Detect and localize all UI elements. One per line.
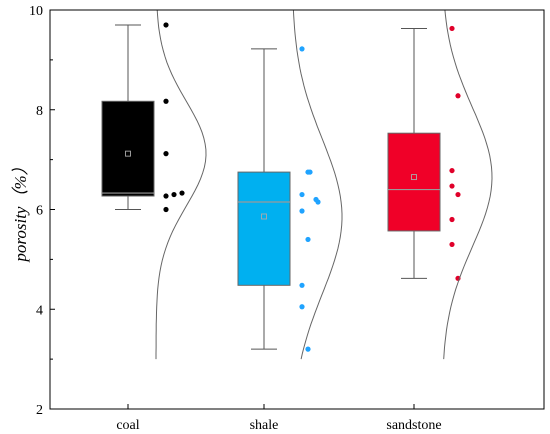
data-point-sandstone	[455, 93, 461, 99]
data-point-shale	[299, 304, 305, 310]
x-tick-label-shale: shale	[250, 418, 279, 433]
data-point-sandstone	[449, 241, 455, 248]
mean-marker-coal	[125, 150, 131, 157]
data-point-sandstone	[449, 167, 455, 174]
data-point-shale	[299, 208, 305, 214]
y-axis-title: porosity（%）	[11, 158, 30, 262]
y-tick-label: 10	[29, 4, 43, 19]
data-point-sandstone	[449, 216, 455, 223]
data-point-coal	[163, 151, 169, 157]
data-point-shale	[299, 46, 305, 52]
data-point-shale	[315, 199, 321, 205]
mean-marker-sandstone	[411, 174, 417, 181]
data-point-shale	[305, 346, 311, 352]
mean-marker-shale	[261, 213, 267, 220]
data-point-coal	[171, 191, 177, 198]
box-sandstone	[387, 132, 441, 232]
y-tick-label: 2	[36, 403, 43, 418]
data-point-sandstone	[455, 191, 461, 198]
y-axis: 2 4 6 8 10	[29, 4, 55, 418]
x-tick-label-sandstone: sandstone	[386, 418, 441, 433]
distribution-curve-shale	[292, 9, 343, 360]
plot-area	[101, 9, 493, 360]
data-point-shale	[307, 169, 313, 175]
y-tick-label: 8	[36, 104, 43, 119]
data-point-shale	[299, 282, 305, 288]
x-tick-label-coal: coal	[116, 418, 139, 433]
data-point-coal	[179, 190, 185, 196]
y-tick-label: 6	[36, 204, 43, 219]
distribution-curve-coal	[155, 9, 207, 360]
box-coal	[101, 100, 155, 197]
box-shale	[237, 171, 291, 286]
data-point-coal	[163, 206, 169, 213]
data-point-coal	[163, 193, 169, 199]
data-point-coal	[163, 22, 169, 28]
data-point-coal	[163, 98, 169, 104]
data-point-shale	[305, 236, 311, 243]
data-point-sandstone	[449, 25, 455, 32]
distribution-curve-sandstone	[443, 9, 493, 360]
data-point-shale	[299, 191, 305, 198]
y-tick-label: 4	[36, 303, 43, 318]
data-point-sandstone	[449, 183, 455, 189]
x-axis: coal shale sandstone	[116, 404, 442, 433]
